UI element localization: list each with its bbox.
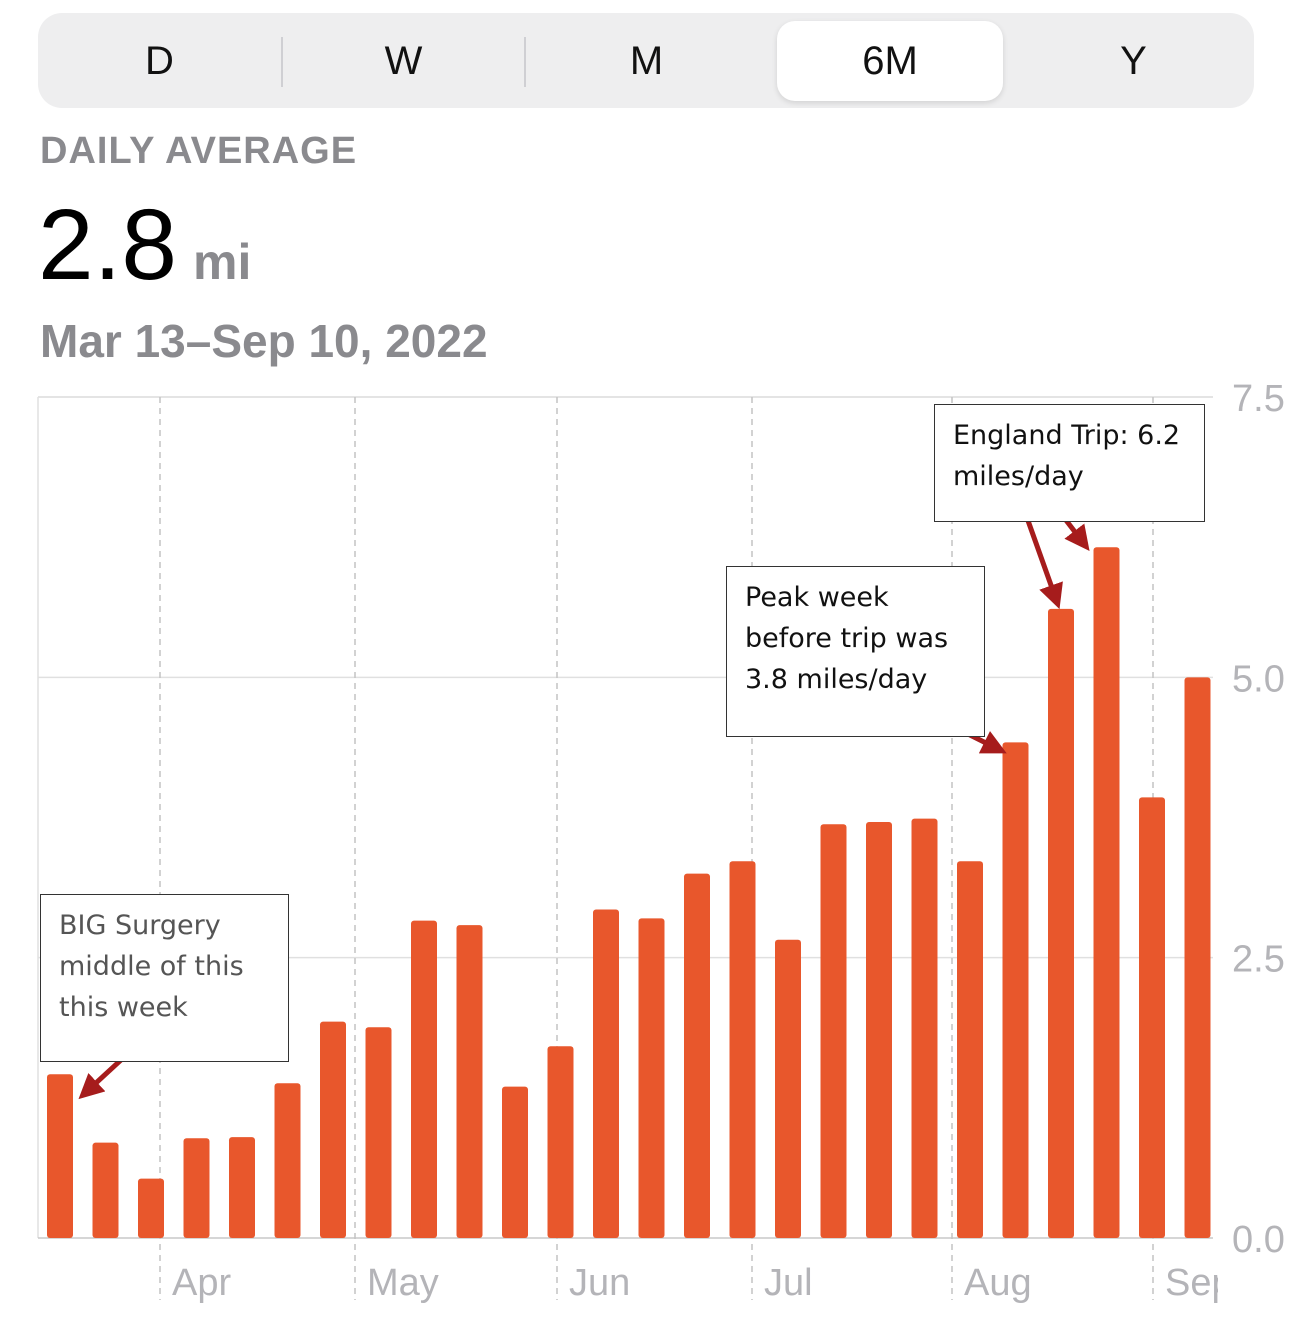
england-trip-annotation: England Trip: 6.2 miles/day	[934, 404, 1205, 522]
week-bar	[547, 1046, 574, 1238]
range-option-day[interactable]: D	[145, 38, 174, 83]
week-bar	[866, 821, 892, 1238]
y-tick-label: 0.0	[1232, 1219, 1285, 1261]
date-range: Mar 13–Sep 10, 2022	[40, 315, 488, 367]
week-bar	[138, 1178, 164, 1238]
week-bar	[1002, 742, 1029, 1238]
range-option-month[interactable]: M	[629, 38, 664, 83]
month-label: Jun	[569, 1262, 630, 1304]
range-option-week[interactable]: W	[384, 38, 423, 83]
peak-week-annotation: Peak week before trip was 3.8 miles/day	[726, 566, 985, 737]
month-label: Apr	[172, 1262, 231, 1304]
range-segmented-control: D W M 6M Y	[38, 13, 1254, 108]
week-bar	[911, 818, 938, 1238]
week-bar	[411, 920, 437, 1238]
week-bar	[1184, 677, 1211, 1238]
annotation-arrow	[1023, 514, 1063, 610]
week-bar	[365, 1027, 392, 1238]
y-tick-label: 2.5	[1232, 939, 1285, 981]
week-bar	[820, 824, 847, 1238]
week-bar	[638, 918, 665, 1238]
month-label: Jul	[764, 1262, 813, 1304]
week-bar	[1139, 797, 1165, 1238]
week-bar	[957, 861, 983, 1238]
metric-summary: 2.8 mi	[38, 188, 251, 303]
week-bar	[1048, 608, 1074, 1238]
week-bar	[47, 1074, 73, 1238]
week-bar	[1093, 547, 1120, 1238]
y-tick-label: 5.0	[1232, 658, 1285, 700]
week-bar	[183, 1138, 210, 1238]
week-bar	[775, 939, 801, 1238]
y-tick-label: 7.5	[1232, 378, 1285, 420]
week-bar	[593, 909, 619, 1238]
week-bar	[274, 1083, 301, 1238]
metric-value: 2.8	[38, 189, 178, 301]
segment-divider	[524, 37, 526, 87]
month-label: Aug	[964, 1262, 1032, 1304]
metric-label: DAILY AVERAGE	[40, 130, 358, 172]
week-bar	[229, 1137, 255, 1238]
range-option-six-months[interactable]: 6M	[777, 21, 1003, 101]
range-option-year[interactable]: Y	[1120, 38, 1147, 83]
week-bar	[729, 861, 756, 1238]
week-bar	[456, 925, 483, 1238]
surgery-annotation: BIG Surgery middle of this this week	[40, 894, 289, 1062]
month-label: Sep	[1165, 1262, 1233, 1304]
metric-unit: mi	[193, 234, 252, 290]
month-label: May	[367, 1262, 439, 1304]
week-bar	[92, 1142, 119, 1238]
week-bar	[320, 1021, 346, 1238]
week-bar	[502, 1086, 528, 1238]
week-bar	[684, 873, 710, 1238]
segment-divider	[281, 37, 283, 87]
